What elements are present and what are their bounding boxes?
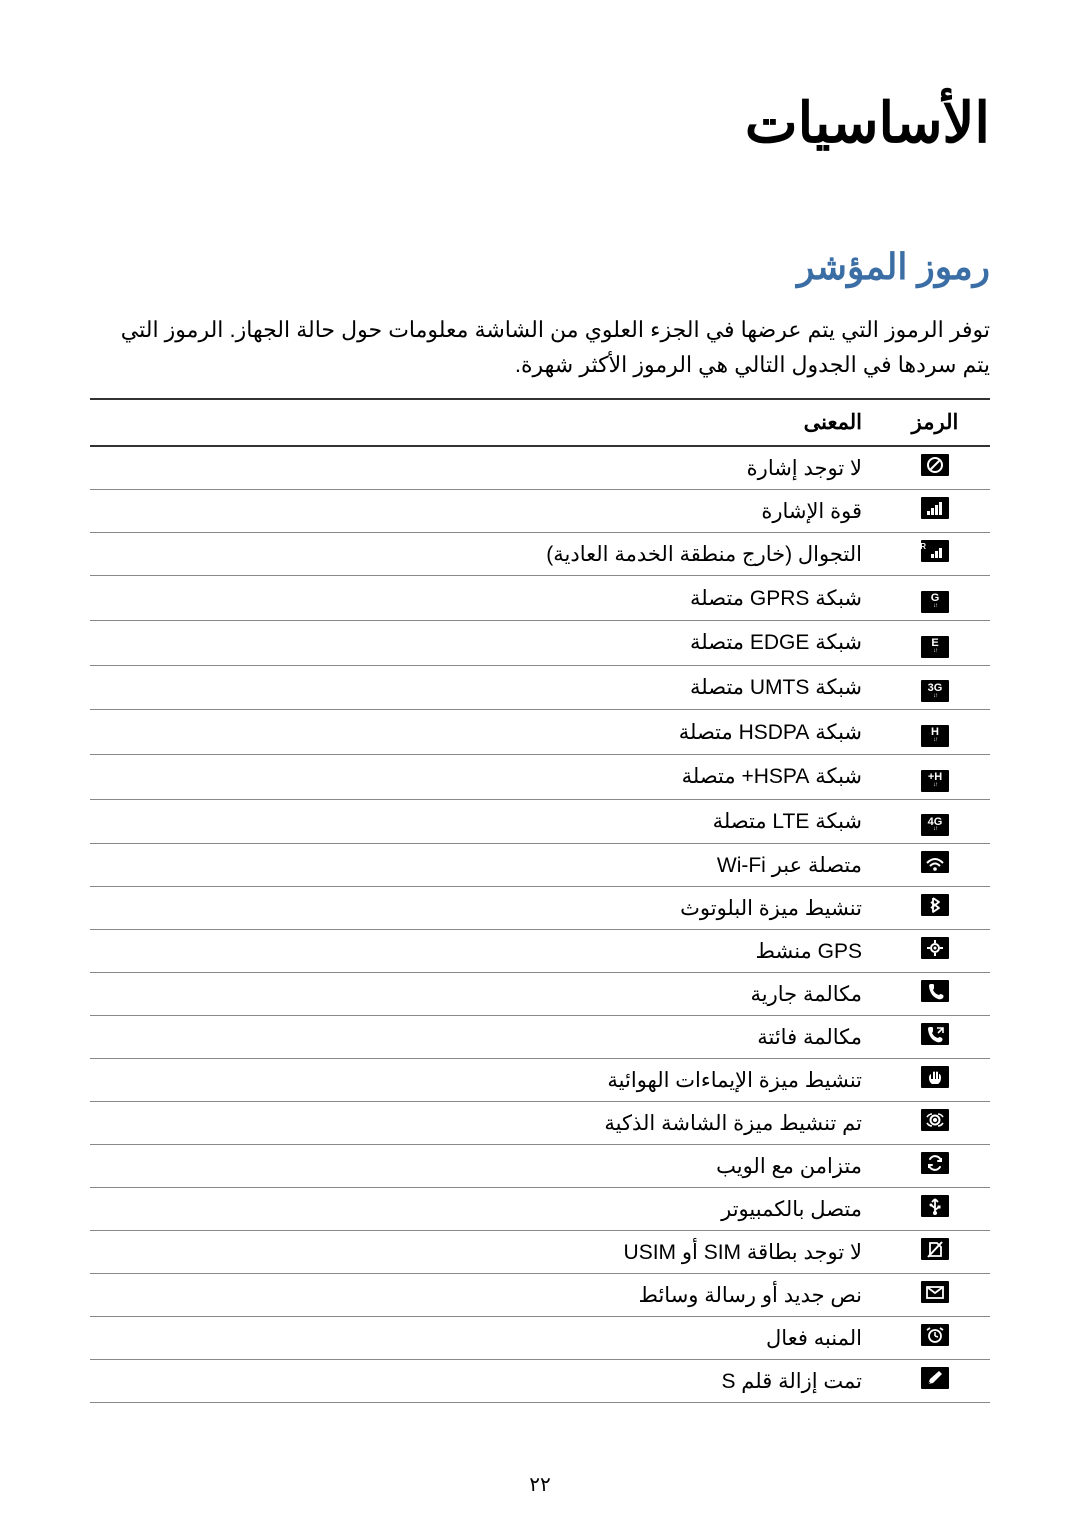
meaning-cell: مكالمة فائتة [90, 1016, 880, 1059]
missed-call-icon [921, 1023, 949, 1045]
table-row: متصل بالكمبيوتر [90, 1188, 990, 1231]
icon-cell [880, 490, 990, 533]
gps-icon [921, 937, 949, 959]
main-title: الأساسيات [90, 90, 990, 156]
page-number: ٢٢ [0, 1472, 1080, 1497]
meaning-cell: لا توجد بطاقة SIM أو USIM [90, 1231, 880, 1274]
icon-cell [880, 446, 990, 490]
meaning-cell: متزامن مع الويب [90, 1145, 880, 1188]
table-row: متصلة عبر Wi-Fi [90, 844, 990, 887]
table-row: R التجوال (خارج منطقة الخدمة العادية) [90, 533, 990, 576]
usb-icon [921, 1195, 949, 1217]
table-row: 4G↑↓ شبكة LTE متصلة [90, 799, 990, 844]
call-icon [921, 980, 949, 1002]
meaning-cell: نص جديد أو رسالة وسائط [90, 1274, 880, 1317]
table-row: لا توجد بطاقة SIM أو USIM [90, 1231, 990, 1274]
table-row: نص جديد أو رسالة وسائط [90, 1274, 990, 1317]
icon-cell [880, 844, 990, 887]
table-row: تم تنشيط ميزة الشاشة الذكية [90, 1102, 990, 1145]
no-signal-icon [921, 454, 949, 476]
table-header-meaning: المعنى [90, 399, 880, 446]
svg-text:R: R [921, 542, 926, 551]
meaning-cell: التجوال (خارج منطقة الخدمة العادية) [90, 533, 880, 576]
icon-cell [880, 1231, 990, 1274]
table-row: مكالمة فائتة [90, 1016, 990, 1059]
table-row: H↑↓ شبكة HSDPA متصلة [90, 710, 990, 755]
meaning-cell: شبكة GPRS متصلة [90, 576, 880, 621]
smart-screen-icon [921, 1109, 949, 1131]
indicator-icons-table: الرمز المعنى لا توجد إشارةقوة الإشارة R ال… [90, 398, 990, 1403]
table-row: تنشيط ميزة البلوتوث [90, 887, 990, 930]
alarm-icon [921, 1324, 949, 1346]
icon-cell: R [880, 533, 990, 576]
meaning-cell: لا توجد إشارة [90, 446, 880, 490]
icon-cell [880, 1145, 990, 1188]
table-header-icon: الرمز [880, 399, 990, 446]
intro-text: توفر الرموز التي يتم عرضها في الجزء العل… [90, 312, 990, 382]
network-e-icon: E↑↓ [921, 636, 949, 658]
roaming-icon: R [921, 540, 949, 562]
network-g-icon: G↑↓ [921, 591, 949, 613]
table-row: متزامن مع الويب [90, 1145, 990, 1188]
meaning-cell: شبكة UMTS متصلة [90, 665, 880, 710]
icon-cell [880, 973, 990, 1016]
meaning-cell: تنشيط ميزة الإيماءات الهوائية [90, 1059, 880, 1102]
network-h+-icon: H+↑↓ [921, 770, 949, 792]
meaning-cell: المنبه فعال [90, 1317, 880, 1360]
icon-cell: E↑↓ [880, 621, 990, 666]
meaning-cell: شبكة HSDPA متصلة [90, 710, 880, 755]
air-gesture-icon [921, 1066, 949, 1088]
icon-cell [880, 1016, 990, 1059]
meaning-cell: تمت إزالة قلم S [90, 1360, 880, 1403]
pen-icon [921, 1367, 949, 1389]
table-row: لا توجد إشارة [90, 446, 990, 490]
sync-icon [921, 1152, 949, 1174]
meaning-cell: متصلة عبر Wi-Fi [90, 844, 880, 887]
table-row: 3G↑↓ شبكة UMTS متصلة [90, 665, 990, 710]
network-3g-icon: 3G↑↓ [921, 680, 949, 702]
table-row: GPS منشط [90, 930, 990, 973]
message-icon [921, 1281, 949, 1303]
icon-cell [880, 1188, 990, 1231]
table-row: تنشيط ميزة الإيماءات الهوائية [90, 1059, 990, 1102]
table-row: مكالمة جارية [90, 973, 990, 1016]
meaning-cell: مكالمة جارية [90, 973, 880, 1016]
table-row: قوة الإشارة [90, 490, 990, 533]
table-row: المنبه فعال [90, 1317, 990, 1360]
meaning-cell: شبكة LTE متصلة [90, 799, 880, 844]
meaning-cell: شبكة EDGE متصلة [90, 621, 880, 666]
icon-cell: 3G↑↓ [880, 665, 990, 710]
signal-icon [921, 497, 949, 519]
icon-cell: H↑↓ [880, 710, 990, 755]
icon-cell: 4G↑↓ [880, 799, 990, 844]
icon-cell [880, 1102, 990, 1145]
section-title: رموز المؤشر [90, 246, 990, 288]
table-row: E↑↓ شبكة EDGE متصلة [90, 621, 990, 666]
icon-cell [880, 1360, 990, 1403]
icon-cell [880, 1059, 990, 1102]
meaning-cell: قوة الإشارة [90, 490, 880, 533]
network-h-icon: H↑↓ [921, 725, 949, 747]
table-row: H+↑↓ شبكة HSPA+ متصلة [90, 754, 990, 799]
meaning-cell: GPS منشط [90, 930, 880, 973]
icon-cell [880, 1274, 990, 1317]
meaning-cell: تنشيط ميزة البلوتوث [90, 887, 880, 930]
icon-cell [880, 1317, 990, 1360]
table-row: G↑↓ شبكة GPRS متصلة [90, 576, 990, 621]
icon-cell: H+↑↓ [880, 754, 990, 799]
icon-cell [880, 930, 990, 973]
icon-cell: G↑↓ [880, 576, 990, 621]
bluetooth-icon [921, 894, 949, 916]
meaning-cell: شبكة HSPA+ متصلة [90, 754, 880, 799]
table-row: تمت إزالة قلم S [90, 1360, 990, 1403]
no-sim-icon [921, 1238, 949, 1260]
wifi-icon [921, 851, 949, 873]
icon-cell [880, 887, 990, 930]
meaning-cell: متصل بالكمبيوتر [90, 1188, 880, 1231]
meaning-cell: تم تنشيط ميزة الشاشة الذكية [90, 1102, 880, 1145]
network-4g-icon: 4G↑↓ [921, 814, 949, 836]
